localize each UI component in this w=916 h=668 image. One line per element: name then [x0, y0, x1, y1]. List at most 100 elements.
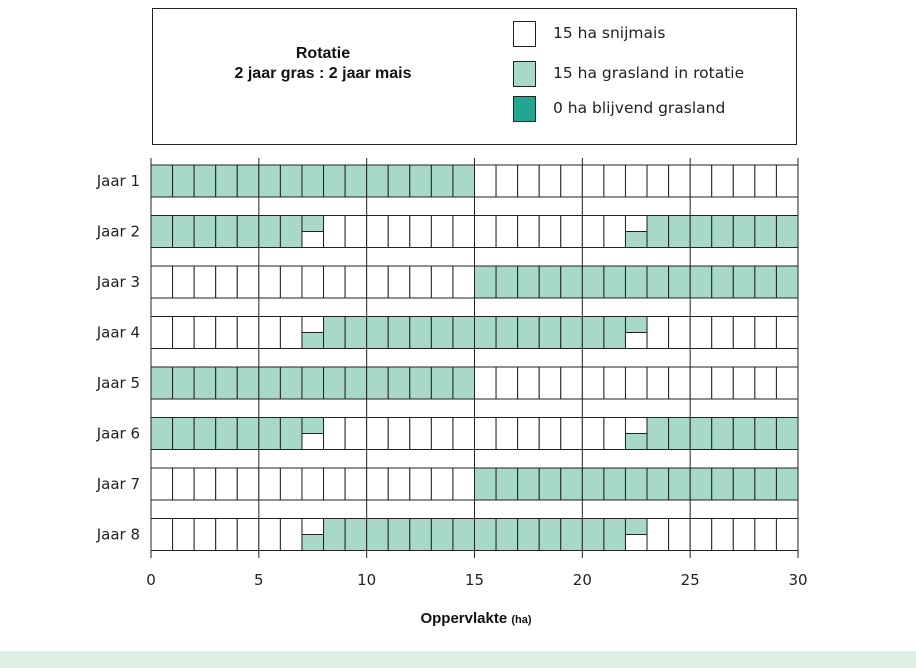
cell-row1-ha1	[172, 164, 195, 198]
cell-row4-ha29	[775, 316, 799, 349]
cell-row6-ha2	[193, 417, 217, 450]
cell-row5-ha7	[301, 366, 325, 400]
row-label-5: Jaar 5	[96, 374, 140, 392]
cell-row7-ha20	[581, 467, 605, 501]
cell-row1-ha19	[560, 164, 583, 198]
cell-row5-ha22	[624, 366, 648, 400]
legend-swatch-grasland-rotatie	[513, 61, 536, 87]
cell-row7-ha14	[452, 467, 475, 501]
cell-row1-ha17	[517, 164, 540, 198]
cell-row6-ha8	[323, 417, 346, 450]
cell-row7-ha17	[517, 467, 540, 501]
cell-row4-ha9	[344, 316, 368, 349]
cell-row8-ha0	[150, 518, 174, 551]
x-tick-label-0: 0	[146, 571, 156, 589]
cell-row8-ha22-top	[624, 518, 648, 535]
cell-row7-ha15	[474, 467, 497, 501]
cell-row6-ha14	[452, 417, 475, 450]
cell-row6-ha7-bottom	[301, 433, 325, 450]
cell-row3-ha19	[560, 265, 583, 299]
cell-row6-ha13	[430, 417, 454, 450]
cell-row6-ha4	[236, 417, 260, 450]
cell-row1-ha5	[258, 164, 281, 198]
cell-row4-ha0	[150, 316, 174, 349]
cell-row2-ha17	[517, 215, 540, 248]
cell-row7-ha1	[172, 467, 195, 501]
cell-row2-ha4	[236, 215, 260, 248]
cell-row7-ha3	[215, 467, 238, 501]
cell-row2-ha1	[172, 215, 195, 248]
cell-row5-ha21	[603, 366, 626, 400]
row-label-4: Jaar 4	[96, 324, 140, 342]
x-tick-label-20: 20	[573, 571, 592, 589]
x-tick-label-30: 30	[788, 571, 807, 589]
cell-row8-ha2	[193, 518, 217, 551]
cell-row4-ha17	[517, 316, 540, 349]
cell-row1-ha11	[387, 164, 411, 198]
cell-row6-ha5	[258, 417, 281, 450]
cell-row8-ha24	[668, 518, 691, 551]
row-label-6: Jaar 6	[96, 425, 140, 443]
row-label-8: Jaar 8	[96, 526, 140, 544]
cell-row5-ha29	[775, 366, 799, 400]
cell-row1-ha13	[430, 164, 454, 198]
cell-row6-ha10	[366, 417, 389, 450]
cell-row3-ha0	[150, 265, 174, 299]
cell-row3-ha7	[301, 265, 325, 299]
cell-row5-ha3	[215, 366, 238, 400]
cell-row7-ha16	[495, 467, 519, 501]
cell-row2-ha21	[603, 215, 626, 248]
cell-row8-ha16	[495, 518, 519, 551]
cell-row3-ha13	[430, 265, 454, 299]
cell-row7-ha2	[193, 467, 217, 501]
cell-row3-ha4	[236, 265, 260, 299]
cell-row6-ha29	[775, 417, 799, 450]
cell-row2-ha25	[689, 215, 713, 248]
cell-row6-ha12	[409, 417, 432, 450]
cell-row4-ha14	[452, 316, 475, 349]
cell-row4-ha24	[668, 316, 691, 349]
cell-row1-ha20	[581, 164, 605, 198]
cell-row6-ha21	[603, 417, 626, 450]
cell-row2-ha14	[452, 215, 475, 248]
cell-row2-ha20	[581, 215, 605, 248]
cell-row4-ha23	[646, 316, 670, 349]
cell-row4-ha21	[603, 316, 626, 349]
cell-row7-ha0	[150, 467, 174, 501]
cell-row7-ha8	[323, 467, 346, 501]
cell-row4-ha26	[711, 316, 734, 349]
cell-row5-ha5	[258, 366, 281, 400]
cell-row8-ha6	[279, 518, 303, 551]
cell-row1-ha21	[603, 164, 626, 198]
cell-row8-ha22-bottom	[624, 534, 648, 551]
cell-row8-ha10	[366, 518, 389, 551]
rotation-chart: Jaar 1 Jaar 2 Jaar 3 Jaar 4 Jaar 5 Jaar 6 Jaar…	[96, 158, 808, 589]
cell-row3-ha23	[646, 265, 670, 299]
cell-row8-ha29	[775, 518, 799, 551]
cell-row1-ha18	[538, 164, 562, 198]
cell-row5-ha17	[517, 366, 540, 400]
cell-row8-ha8	[323, 518, 346, 551]
cell-row4-ha7-bottom	[301, 332, 325, 349]
cell-row4-ha7-top	[301, 316, 325, 333]
cell-row2-ha24	[668, 215, 691, 248]
x-tick-label-10: 10	[357, 571, 376, 589]
cell-row1-ha24	[668, 164, 691, 198]
cell-row7-ha23	[646, 467, 670, 501]
cell-row8-ha28	[754, 518, 777, 551]
cell-row8-ha3	[215, 518, 238, 551]
cell-row6-ha26	[711, 417, 734, 450]
cell-row4-ha4	[236, 316, 260, 349]
cell-row8-ha17	[517, 518, 540, 551]
cell-row5-ha27	[732, 366, 756, 400]
cell-row2-ha26	[711, 215, 734, 248]
cell-row2-ha9	[344, 215, 368, 248]
legend-swatch-snijmais	[513, 21, 536, 47]
cell-row5-ha8	[323, 366, 346, 400]
cell-row6-ha23	[646, 417, 670, 450]
cell-row7-ha28	[754, 467, 777, 501]
cell-row8-ha12	[409, 518, 432, 551]
cell-row7-ha22	[624, 467, 648, 501]
cell-row1-ha16	[495, 164, 519, 198]
cell-row3-ha21	[603, 265, 626, 299]
